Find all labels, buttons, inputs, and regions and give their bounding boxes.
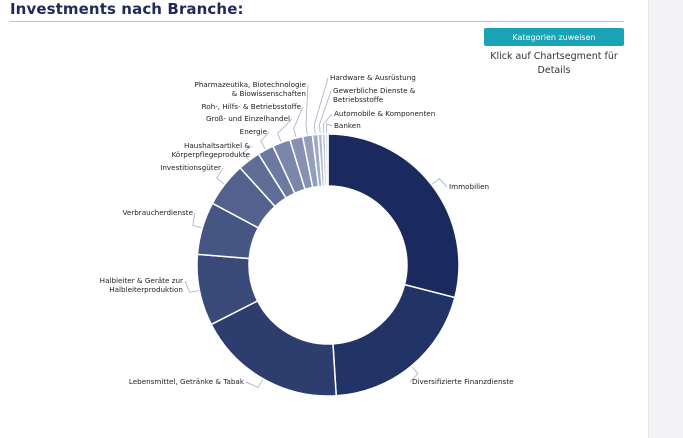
label-banken: Banken	[334, 121, 361, 130]
label-automobile-komponenten: Automobile & Komponenten	[334, 109, 435, 118]
label-haushaltsartikel-koerperpflegeprodukte: Haushaltsartikel & Körperpflegeprodukte	[172, 141, 251, 159]
connector-energie	[260, 131, 270, 150]
connector-automobile-komponenten	[323, 113, 333, 134]
connector-immobilien	[432, 178, 448, 188]
label-diversifizierte-finanzdienste: Diversifizierte Finanzdienste	[412, 377, 514, 386]
label-lebensmittel-getraenke-tabak: Lebensmittel, Getränke & Tabak	[129, 377, 245, 386]
label-investitionsgueter: Investitionsgüter	[160, 163, 221, 172]
label-halbleiter-geraete-zur-halbleiterproduktion: Halbleiter & Geräte zur Halbleiterprodukt…	[100, 276, 183, 294]
slice-immobilien[interactable]	[327, 133, 460, 299]
connector-gewerbliche-dienste-betriebsstoffe	[319, 90, 332, 134]
connector-pharmazeutika-biotechnologie-biowissenschaften	[305, 84, 309, 135]
title-divider	[10, 21, 624, 22]
assign-categories-button[interactable]: Kategorien zuweisen	[484, 28, 624, 46]
label-hardware-ausruestung: Hardware & Ausrüstung	[330, 73, 416, 82]
page-title: Investments nach Branche:	[10, 0, 244, 18]
label-roh-hilfs-betriebsstoffe: Roh-, Hilfs- & Betriebsstoffe	[202, 102, 302, 111]
scroll-gutter	[648, 0, 683, 438]
label-gross-und-einzelhandel: Groß- und Einzelhandel	[206, 114, 290, 123]
industry-donut-chart[interactable]: Immobilien Diversifizierte Finanzdienste L…	[0, 0, 648, 438]
connector-banken	[326, 123, 333, 134]
connector-lebensmittel-getraenke-tabak	[245, 379, 263, 388]
slice-banken[interactable]	[324, 133, 329, 187]
chart-hint: Klick auf Chartsegment für Details	[490, 51, 618, 76]
connector-halbleiter-geraete-zur-halbleiterproduktion	[184, 280, 199, 293]
connector-gross-und-einzelhandel	[277, 118, 293, 142]
connector-verbraucherdienste	[192, 212, 202, 229]
connector-hardware-ausruestung	[313, 77, 329, 134]
label-energie: Energie	[240, 127, 268, 136]
label-immobilien: Immobilien	[449, 182, 489, 191]
label-gewerbliche-dienste-betriebsstoffe: Gewerbliche Dienste & Betriebsstoffe	[333, 86, 416, 104]
connector-diversifizierte-finanzdienste	[409, 366, 419, 383]
connector-haushaltsartikel-koerperpflegeprodukte	[242, 145, 253, 160]
label-pharmazeutika-biotechnologie-biowissenschaften: Pharmazeutika, Biotechnologie & Biowissen…	[194, 80, 306, 98]
label-verbraucherdienste: Verbraucherdienste	[123, 208, 194, 217]
connector-investitionsgueter	[216, 167, 225, 185]
connector-roh-hilfs-betriebsstoffe	[293, 106, 304, 138]
